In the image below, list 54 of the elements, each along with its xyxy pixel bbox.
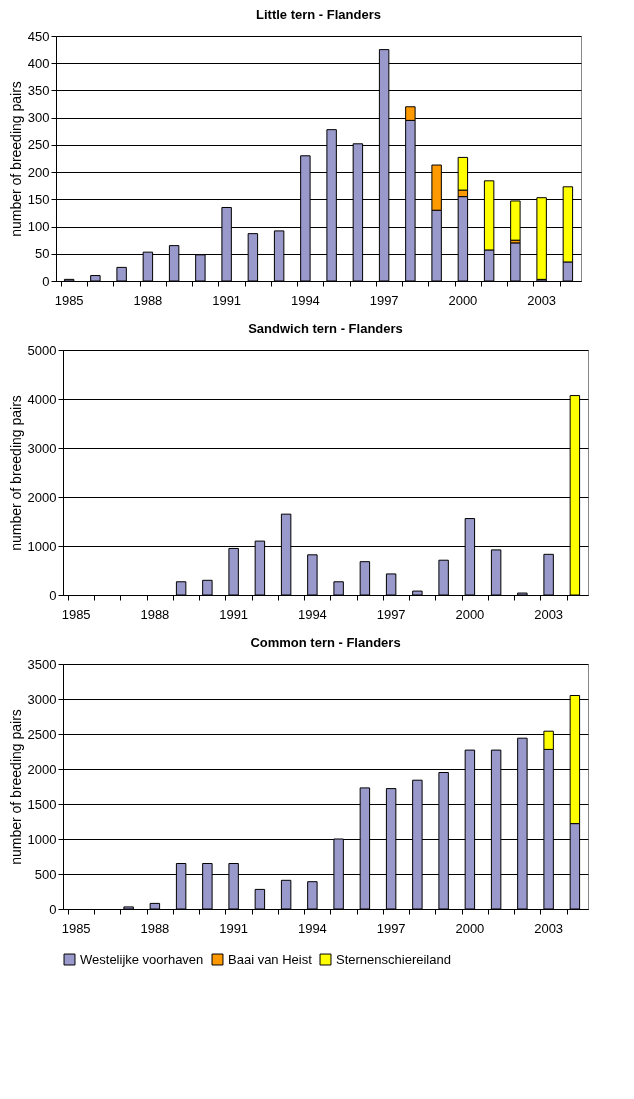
y-tick-label: 100	[27, 219, 50, 235]
legend-label: Westelijke voorhaven	[80, 951, 204, 967]
y-tick-label: 1000	[27, 538, 57, 554]
x-tick-label: 1997	[376, 606, 406, 622]
x-tick-label: 2003	[534, 920, 564, 936]
legend-label: Baai van Heist	[228, 951, 313, 967]
y-tick-label: 3000	[27, 691, 57, 707]
y-tick-label: 1000	[27, 831, 57, 847]
x-tick-label: 2000	[455, 920, 485, 936]
x-tick-label: 1988	[133, 292, 163, 308]
x-tick-label: 1991	[219, 920, 249, 936]
x-tick-label: 1997	[376, 920, 406, 936]
chart-title: Little tern - Flanders	[256, 7, 381, 22]
y-tick-label: 450	[27, 28, 50, 44]
x-tick-label: 2000	[448, 292, 478, 308]
y-tick-label: 300	[27, 110, 50, 126]
chart-title: Sandwich tern - Flanders	[248, 321, 403, 336]
y-tick-label: 1500	[27, 796, 57, 812]
x-tick-label: 1997	[369, 292, 399, 308]
y-axis-title: number of breeding pairs	[7, 81, 24, 237]
y-tick-label: 4000	[27, 391, 57, 407]
y-tick-label: 0	[49, 587, 57, 603]
y-tick-label: 5000	[27, 342, 57, 358]
y-tick-label: 0	[49, 901, 57, 917]
x-tick-label: 1988	[140, 606, 170, 622]
x-tick-label: 1991	[219, 606, 249, 622]
y-axis-title: number of breeding pairs	[7, 395, 24, 551]
y-tick-label: 2000	[27, 761, 57, 777]
y-tick-label: 150	[27, 191, 50, 207]
x-tick-label: 1994	[290, 292, 320, 308]
y-tick-label: 3500	[27, 656, 57, 672]
y-axis-title: number of breeding pairs	[7, 709, 24, 865]
y-tick-label: 2000	[27, 489, 57, 505]
y-tick-label: 50	[35, 246, 50, 262]
y-tick-label: 3000	[27, 440, 57, 456]
x-tick-label: 1985	[61, 606, 91, 622]
y-tick-label: 2500	[27, 726, 57, 742]
y-tick-label: 400	[27, 55, 50, 71]
x-tick-label: 1991	[212, 292, 242, 308]
chart-title: Common tern - Flanders	[250, 635, 401, 650]
y-tick-label: 200	[27, 164, 50, 180]
y-tick-label: 0	[42, 273, 50, 289]
x-tick-label: 2003	[527, 292, 557, 308]
y-tick-label: 500	[34, 866, 57, 882]
x-tick-label: 1994	[297, 920, 327, 936]
x-tick-label: 1985	[61, 920, 91, 936]
x-tick-label: 1994	[297, 606, 327, 622]
x-tick-label: 1988	[140, 920, 170, 936]
x-tick-label: 2003	[534, 606, 564, 622]
y-tick-label: 250	[27, 137, 50, 153]
x-tick-label: 1985	[54, 292, 84, 308]
y-tick-label: 350	[27, 82, 50, 98]
legend-label: Sternenschiereiland	[336, 951, 451, 967]
x-tick-label: 2000	[455, 606, 485, 622]
